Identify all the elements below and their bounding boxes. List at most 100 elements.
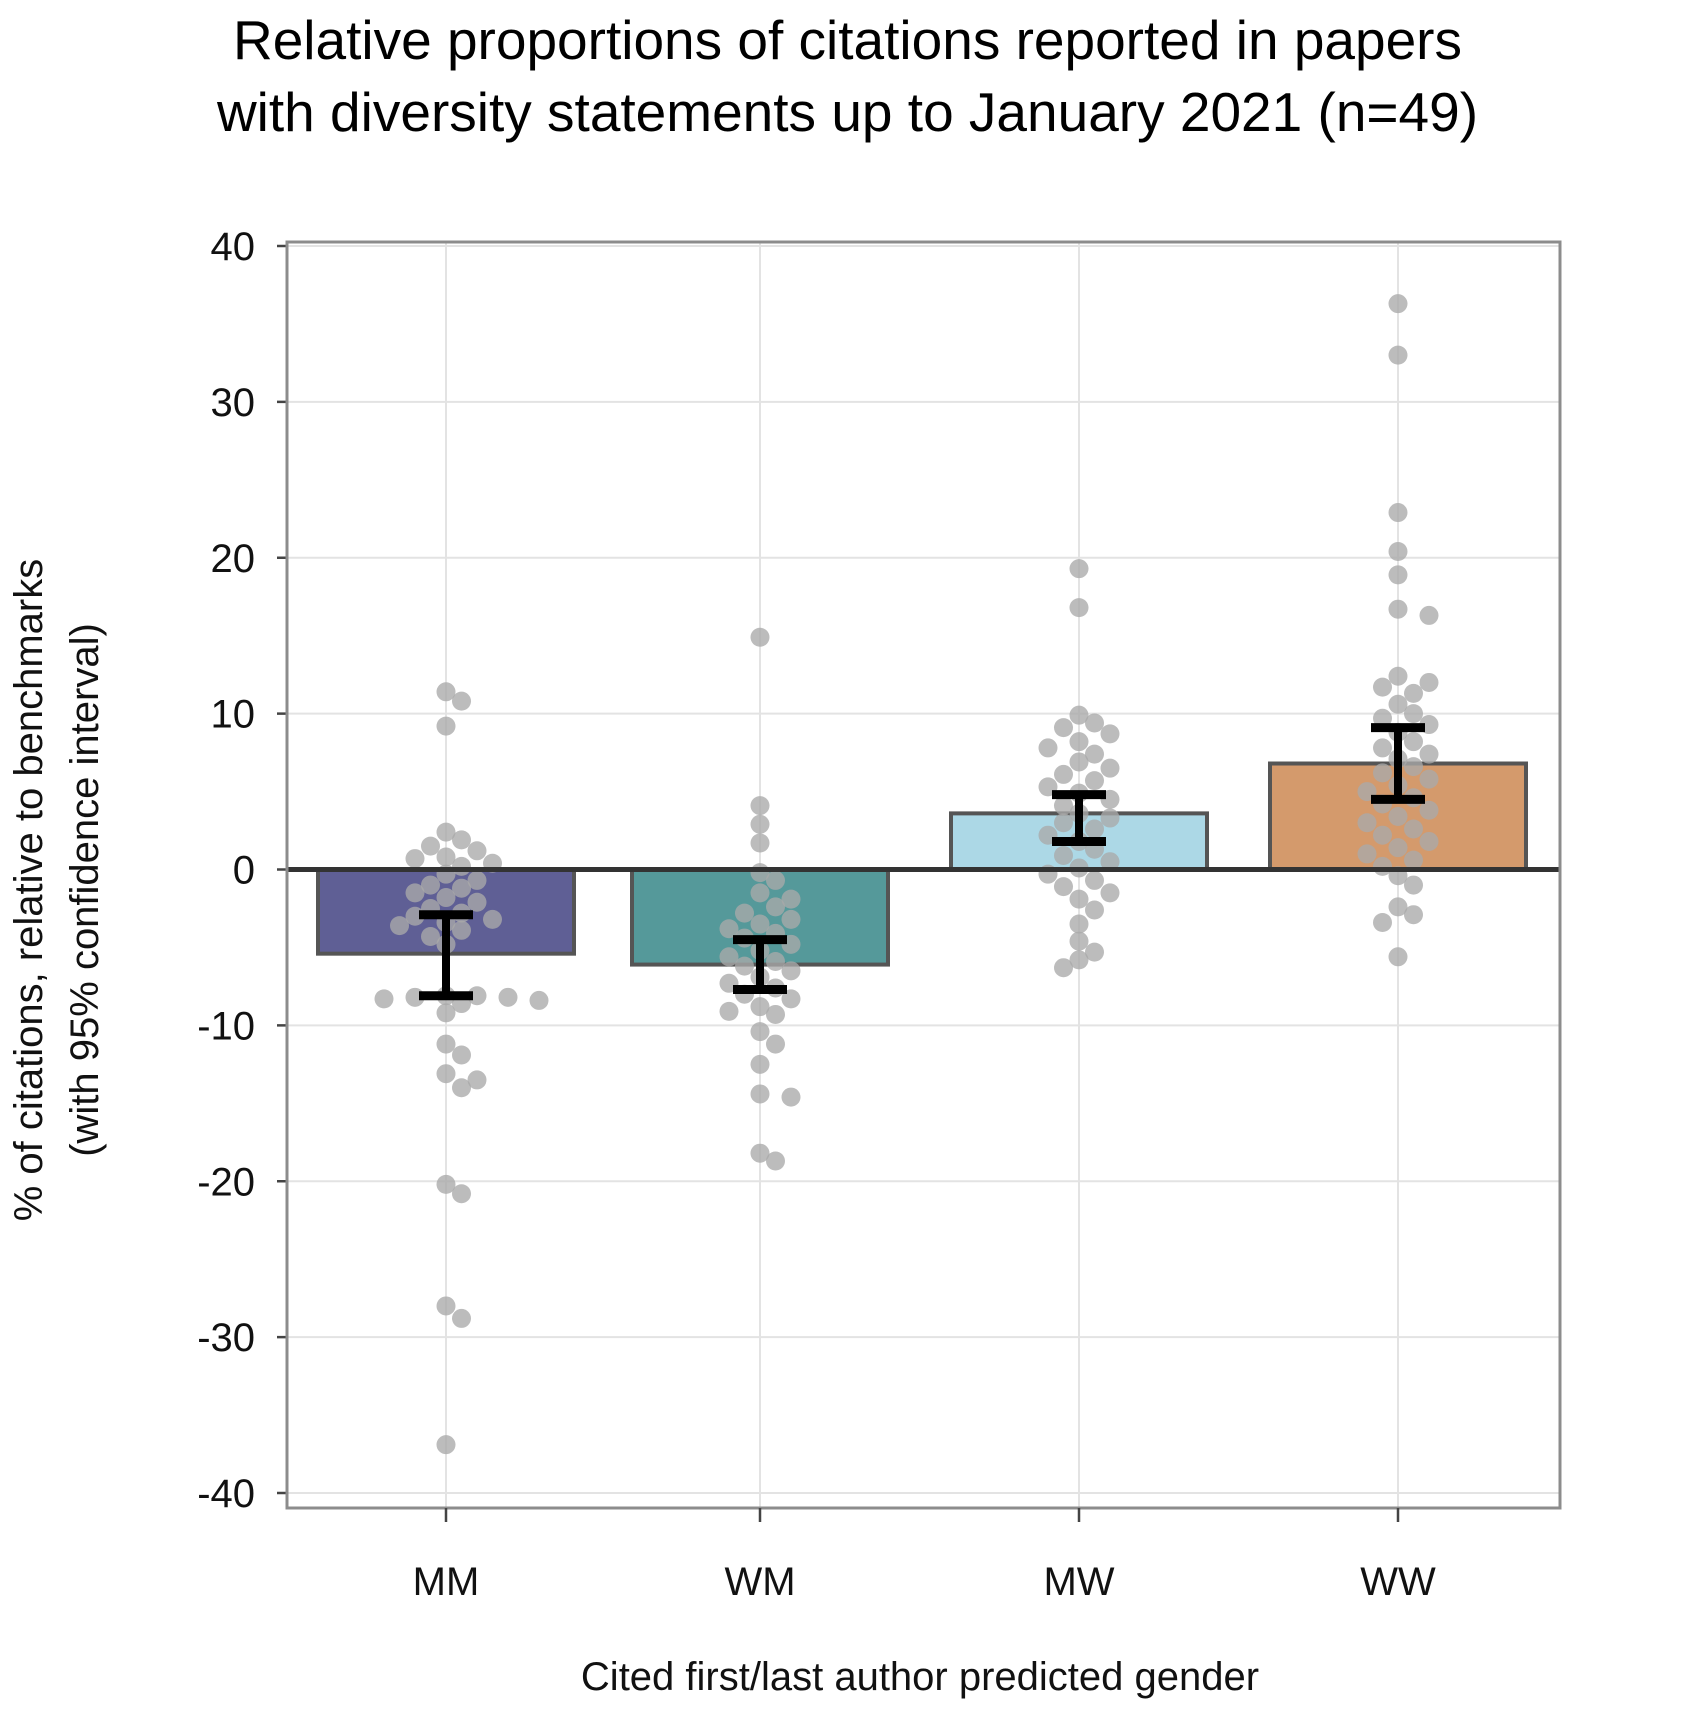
data-point-ww (1388, 694, 1408, 714)
data-point-mm (436, 1064, 456, 1084)
y-tick-label: -30 (197, 1316, 255, 1360)
data-point-mw (1100, 758, 1120, 778)
data-point-mw (1054, 958, 1073, 978)
data-point-mm (467, 841, 487, 861)
data-point-wm (781, 961, 801, 981)
data-point-ww (1404, 819, 1423, 839)
data-point-wm (719, 1001, 739, 1021)
data-point-mm (405, 883, 425, 903)
data-point-mm (436, 847, 456, 867)
data-point-mw (1069, 931, 1089, 951)
y-tick-label: 0 (233, 849, 255, 893)
data-point-ww (1404, 704, 1423, 724)
data-point-mm (436, 1296, 456, 1316)
data-point-mw (1085, 713, 1104, 733)
data-point-mw (1100, 852, 1120, 872)
data-point-mm (436, 1034, 456, 1054)
data-point-wm (781, 909, 801, 929)
data-point-mm (498, 987, 518, 1007)
data-point-ww (1419, 831, 1439, 851)
data-point-mw (1038, 738, 1058, 758)
data-point-mm (436, 822, 456, 842)
data-point-mm (421, 875, 440, 895)
x-axis-title: Cited first/last author predicted gender (581, 1655, 1259, 1699)
data-point-mw (1085, 942, 1104, 962)
data-point-mm (436, 888, 456, 908)
data-point-mw (1054, 813, 1073, 833)
data-point-wm (766, 870, 785, 890)
data-point-ww (1388, 838, 1408, 858)
data-point-mw (1069, 705, 1089, 725)
data-point-mw (1069, 752, 1089, 772)
data-point-ww (1388, 345, 1408, 365)
data-point-ww (1373, 708, 1392, 728)
x-tick-label-mm: MM (413, 1560, 480, 1604)
data-point-ww (1388, 503, 1408, 523)
data-point-mm (436, 1435, 456, 1455)
data-point-ww (1373, 912, 1392, 932)
plot-frame (285, 240, 1562, 1510)
data-point-mw (1054, 718, 1073, 738)
data-point-ww (1388, 542, 1408, 562)
data-point-ww (1357, 813, 1377, 833)
data-point-ww (1388, 897, 1408, 917)
data-point-mm (436, 716, 456, 736)
data-point-ww (1388, 565, 1408, 585)
data-point-ww (1404, 683, 1423, 703)
y-tick-label: -10 (197, 1004, 255, 1048)
data-point-ww (1373, 825, 1392, 845)
data-point-mm (452, 830, 471, 850)
data-point-wm (750, 833, 770, 853)
data-point-ww (1404, 905, 1423, 925)
data-point-mw (1054, 796, 1073, 816)
data-point-wm (750, 627, 770, 647)
data-point-ww (1419, 672, 1439, 692)
data-point-mm (467, 892, 487, 912)
data-point-mm (452, 920, 471, 940)
data-point-wm (766, 1004, 785, 1024)
data-point-wm (750, 1054, 770, 1074)
data-point-ww (1404, 875, 1423, 895)
data-point-mm (452, 878, 471, 898)
data-point-ww (1419, 800, 1439, 820)
data-point-mw (1085, 870, 1104, 890)
data-point-wm (750, 796, 770, 816)
data-point-ww (1373, 677, 1392, 697)
data-point-mm (467, 870, 487, 890)
data-point-mw (1085, 900, 1104, 920)
data-point-mw (1100, 724, 1120, 744)
data-point-mm (452, 1184, 471, 1204)
data-point-mm (436, 682, 456, 702)
data-point-ww (1373, 763, 1392, 783)
data-point-ww (1388, 666, 1408, 686)
data-point-wm (766, 1151, 785, 1171)
data-point-mw (1069, 914, 1089, 934)
data-point-ww (1388, 947, 1408, 967)
data-point-wm (766, 897, 785, 917)
data-point-wm (719, 947, 739, 967)
data-point-mw (1085, 771, 1104, 791)
data-point-wm (735, 903, 754, 923)
data-point-mw (1069, 598, 1089, 618)
chart-title-line-1: Relative proportions of citations report… (232, 9, 1462, 71)
data-point-ww (1388, 599, 1408, 619)
data-point-wm (781, 889, 801, 909)
data-point-mm (421, 836, 440, 856)
y-tick-label: 20 (211, 537, 256, 581)
chart-title: Relative proportions of citations report… (0, 4, 1695, 148)
data-point-ww (1419, 744, 1439, 764)
data-point-ww (1404, 850, 1423, 870)
data-point-mw (1054, 877, 1073, 897)
data-point-mw (1085, 744, 1104, 764)
data-point-mw (1069, 732, 1089, 752)
data-point-wm (719, 919, 739, 939)
data-point-wm (766, 1034, 785, 1054)
data-point-ww (1388, 294, 1408, 314)
data-point-wm (750, 1143, 770, 1163)
x-tick-label-ww: WW (1360, 1560, 1436, 1604)
data-point-ww (1419, 605, 1439, 625)
data-point-mm (436, 1003, 456, 1023)
y-axis-title-line-1: % of citations, relative to benchmarks (7, 559, 51, 1222)
y-tick-label: 40 (211, 225, 256, 269)
